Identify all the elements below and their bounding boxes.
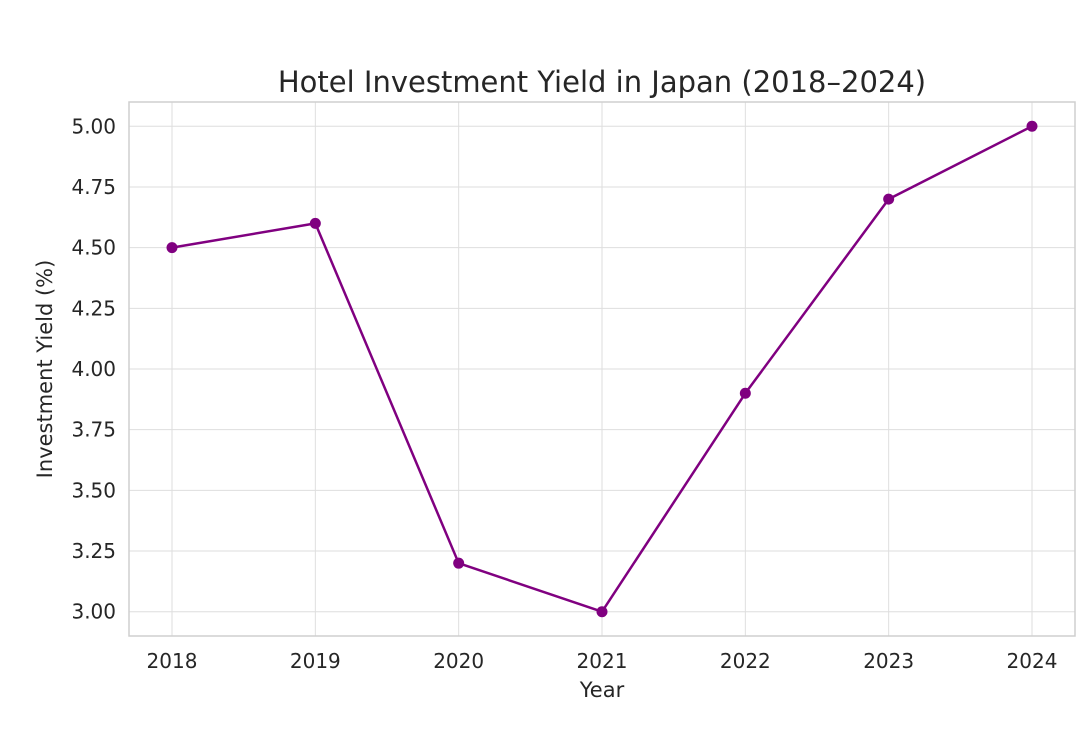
data-point: [883, 193, 895, 205]
x-tick-label: 2020: [433, 649, 484, 673]
y-tick-label: 3.50: [71, 478, 116, 502]
grid-lines: [129, 102, 1075, 636]
data-point: [596, 606, 608, 618]
x-tick-label: 2023: [863, 649, 914, 673]
y-tick-label: 3.25: [71, 539, 116, 563]
y-tick-label: 5.00: [71, 114, 116, 138]
y-tick-label: 4.00: [71, 357, 116, 381]
plot-frame: [128, 101, 1076, 637]
data-point: [453, 557, 465, 569]
x-tick-label: 2021: [577, 649, 628, 673]
y-tick-label: 4.25: [71, 296, 116, 320]
y-axis-ticks: 3.00 3.25 3.50 3.75 4.00 4.25 4.50 4.75 5.00: [71, 114, 116, 623]
x-tick-label: 2019: [290, 649, 341, 673]
data-point: [1026, 120, 1038, 132]
y-tick-label: 3.75: [71, 418, 116, 442]
data-point: [166, 242, 178, 254]
data-point: [739, 387, 751, 399]
y-tick-label: 4.50: [71, 236, 116, 260]
y-axis-label: Investment Yield (%): [33, 260, 57, 479]
y-tick-label: 4.75: [71, 175, 116, 199]
x-axis-ticks: 2018 2019 2020 2021 2022 2023 2024: [147, 649, 1058, 673]
x-tick-label: 2018: [147, 649, 198, 673]
x-tick-label: 2022: [720, 649, 771, 673]
chart-title: Hotel Investment Yield in Japan (2018–20…: [278, 65, 926, 99]
data-point: [309, 217, 321, 229]
x-axis-label: Year: [579, 678, 625, 702]
y-tick-label: 3.00: [71, 600, 116, 624]
x-tick-label: 2024: [1007, 649, 1058, 673]
data-series: [166, 120, 1038, 618]
